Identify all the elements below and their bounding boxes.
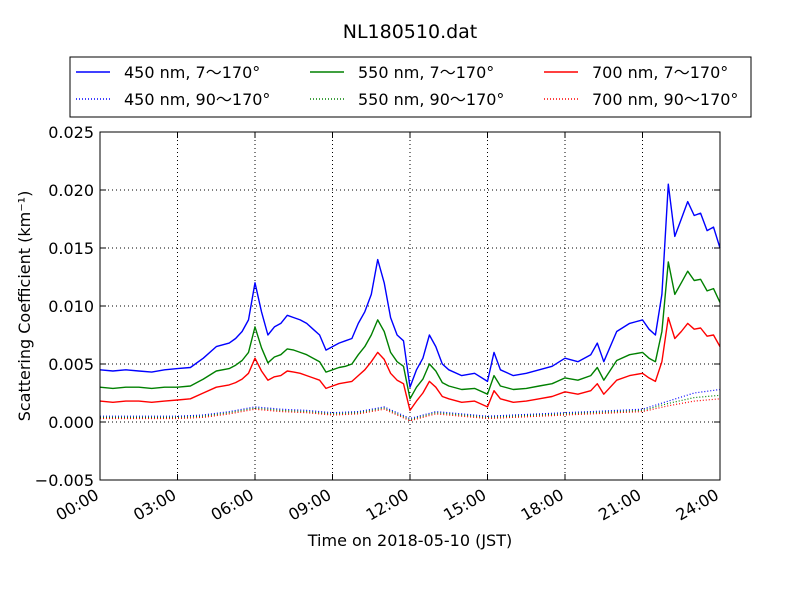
legend-label: 700 nm, 90～170°	[592, 90, 738, 109]
legend: 450 nm, 7～170° 450 nm, 90～170° 550 nm, 7～1…	[69, 56, 752, 118]
grid	[100, 132, 720, 480]
y-axis-label: Scattering Coefficient (km⁻¹)	[15, 191, 34, 422]
y-tick-label: 0.020	[48, 181, 94, 200]
legend-label: 450 nm, 90～170°	[124, 90, 270, 109]
y-tick-label: 0.025	[48, 123, 94, 142]
legend-label: 700 nm, 7～170°	[592, 63, 728, 82]
x-tick-label: 15:00	[440, 485, 489, 525]
x-tick-label: 18:00	[518, 485, 567, 525]
y-tick-label: −0.005	[35, 471, 94, 490]
x-tick-label: 00:00	[53, 485, 102, 525]
series-line-0	[99, 183, 721, 388]
y-tick-label: 0.015	[48, 239, 94, 258]
x-tick-label: 09:00	[285, 485, 334, 525]
axis-ticks: 00:00 03:00 06:00 09:00 12:00 15:00 18:00 21:00…	[35, 123, 722, 525]
x-tick-label: 03:00	[130, 485, 179, 525]
x-tick-label: 06:00	[208, 485, 257, 525]
series-line-2	[99, 261, 721, 400]
x-axis-label: Time on 2018-05-10 (JST)	[307, 531, 512, 550]
legend-frame	[69, 56, 752, 118]
plot-series	[99, 183, 721, 422]
legend-label: 550 nm, 7～170°	[358, 63, 494, 82]
chart-title: NL180510.dat	[343, 21, 478, 43]
legend-label: 450 nm, 7～170°	[124, 63, 260, 82]
y-tick-label: 0.010	[48, 297, 94, 316]
y-tick-label: 0.005	[48, 355, 94, 374]
y-tick-label: 0.000	[48, 413, 94, 432]
x-tick-label: 24:00	[673, 485, 722, 525]
x-tick-label: 12:00	[363, 485, 412, 525]
legend-label: 550 nm, 90～170°	[358, 90, 504, 109]
x-tick-label: 21:00	[595, 485, 644, 525]
series-line-4	[99, 316, 721, 412]
